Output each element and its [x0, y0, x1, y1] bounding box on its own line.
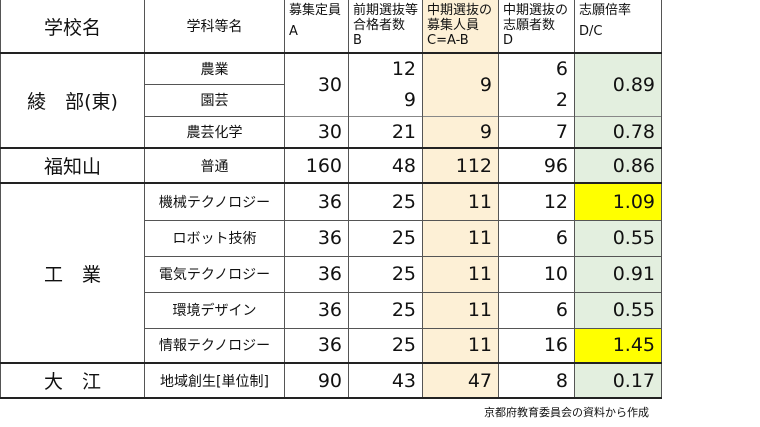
cell-e-highlighted: 1.09 — [574, 182, 662, 220]
cell-e: 0.91 — [574, 255, 662, 292]
header-d-title1: 中期選抜の — [503, 3, 569, 18]
cell-d: 2 — [498, 84, 575, 116]
cell-c: 11 — [422, 219, 499, 256]
header-row: 学校名 学科等名 募集定員 A 前期選抜等 合格者数 B 中期選抜の 募集人員 … — [0, 0, 662, 53]
cell-c: 11 — [422, 255, 499, 292]
table-row: 環境デザイン 36 25 11 6 0.55 — [1, 291, 662, 328]
application-ratio-table: 学校名 学科等名 募集定員 A 前期選抜等 合格者数 B 中期選抜の 募集人員 … — [0, 0, 662, 399]
header-b: 前期選抜等 合格者数 B — [348, 0, 423, 53]
cell-e-highlighted: 1.45 — [574, 327, 662, 363]
dept-name: 機械テクノロジー — [144, 182, 285, 220]
table-row: 農芸化学 30 21 9 7 0.78 — [1, 115, 662, 148]
cell-c: 112 — [422, 147, 499, 183]
cell-d: 16 — [498, 327, 575, 363]
header-d-title2: 志願者数 — [503, 18, 556, 33]
header-a-sub: A — [289, 24, 298, 39]
dept-name: 普通 — [144, 147, 285, 183]
table-row: 電気テクノロジー 36 25 11 10 0.91 — [1, 255, 662, 292]
cell-b: 9 — [348, 84, 423, 116]
header-b-title1: 前期選抜等 — [353, 3, 419, 18]
cell-d: 8 — [498, 362, 575, 399]
school-name: 大 江 — [0, 362, 145, 399]
dept-name: 地域創生[単位制] — [144, 362, 285, 399]
cell-d: 6 — [498, 291, 575, 328]
source-note: 京都府教育委員会の資料から作成 — [484, 406, 649, 419]
cell-c: 11 — [422, 291, 499, 328]
cell-c: 9 — [422, 115, 499, 148]
school-name: 綾 部(東) — [0, 52, 145, 148]
dept-name: 電気テクノロジー — [144, 255, 285, 292]
header-school: 学校名 — [0, 0, 145, 53]
header-c: 中期選抜の 募集人員 C=A-B — [422, 0, 499, 53]
header-e-title: 志願倍率 — [579, 3, 632, 18]
header-d-sub: D — [503, 33, 514, 48]
cell-c: 11 — [422, 327, 499, 363]
cell-b: 12 — [348, 52, 423, 84]
cell-c: 9 — [422, 52, 499, 116]
cell-e: 0.55 — [574, 291, 662, 328]
cell-a: 30 — [284, 52, 349, 116]
table-row: 大 江 地域創生[単位制] 90 43 47 8 0.17 — [0, 362, 662, 399]
header-d: 中期選抜の 志願者数 D — [498, 0, 575, 53]
header-c-sub: C=A-B — [427, 33, 469, 48]
table-row: 園芸 9 2 — [1, 83, 662, 116]
cell-c: 11 — [422, 182, 499, 220]
header-dept: 学科等名 — [144, 0, 285, 53]
cell-b: 25 — [348, 327, 423, 363]
cell-a: 90 — [284, 362, 349, 399]
cell-e: 0.78 — [574, 115, 662, 148]
cell-b: 25 — [348, 219, 423, 256]
cell-b: 21 — [348, 115, 423, 148]
cell-b: 25 — [348, 291, 423, 328]
dept-name: 園芸 — [144, 83, 285, 116]
cell-d: 12 — [498, 182, 575, 220]
cell-d: 6 — [498, 219, 575, 256]
dept-name: 環境デザイン — [144, 291, 285, 328]
school-name: 福知山 — [0, 147, 145, 183]
dept-name: ロボット技術 — [144, 219, 285, 256]
cell-d: 10 — [498, 255, 575, 292]
header-a-title: 募集定員 — [289, 3, 342, 18]
header-c-title2: 募集人員 — [427, 18, 480, 33]
cell-c: 47 — [422, 362, 499, 399]
school-name: 工 業 — [0, 182, 145, 363]
cell-a: 36 — [284, 182, 349, 220]
dept-name: 農芸化学 — [144, 115, 285, 148]
cell-e: 0.86 — [574, 147, 662, 183]
cell-b: 25 — [348, 255, 423, 292]
cell-a: 36 — [284, 219, 349, 256]
table-row: 工 業 機械テクノロジー 36 25 11 12 1.09 — [0, 182, 662, 363]
cell-a: 36 — [284, 291, 349, 328]
dept-name: 農業 — [144, 52, 285, 84]
cell-a: 36 — [284, 255, 349, 292]
table-row: 情報テクノロジー 36 25 11 16 1.45 — [1, 327, 662, 363]
header-b-sub: B — [353, 33, 362, 48]
header-e-sub: D/C — [579, 24, 603, 39]
cell-e: 0.17 — [574, 362, 662, 399]
cell-a: 36 — [284, 327, 349, 363]
cell-a: 30 — [284, 115, 349, 148]
header-c-title1: 中期選抜の — [427, 3, 493, 18]
cell-e: 0.89 — [574, 52, 662, 116]
cell-d: 7 — [498, 115, 575, 148]
header-a: 募集定員 A — [284, 0, 349, 53]
cell-b: 25 — [348, 182, 423, 220]
table-row: ロボット技術 36 25 11 6 0.55 — [1, 219, 662, 256]
header-b-title2: 合格者数 — [353, 18, 406, 33]
cell-b: 48 — [348, 147, 423, 183]
cell-d: 96 — [498, 147, 575, 183]
table-row: 福知山 普通 160 48 112 96 0.86 — [0, 147, 662, 183]
table-row: 綾 部(東) 農業 30 12 9 6 0.89 — [0, 52, 662, 148]
cell-a: 160 — [284, 147, 349, 183]
cell-d: 6 — [498, 52, 575, 84]
header-e: 志願倍率 D/C — [574, 0, 662, 53]
dept-name: 情報テクノロジー — [144, 327, 285, 363]
cell-b: 43 — [348, 362, 423, 399]
cell-e: 0.55 — [574, 219, 662, 256]
